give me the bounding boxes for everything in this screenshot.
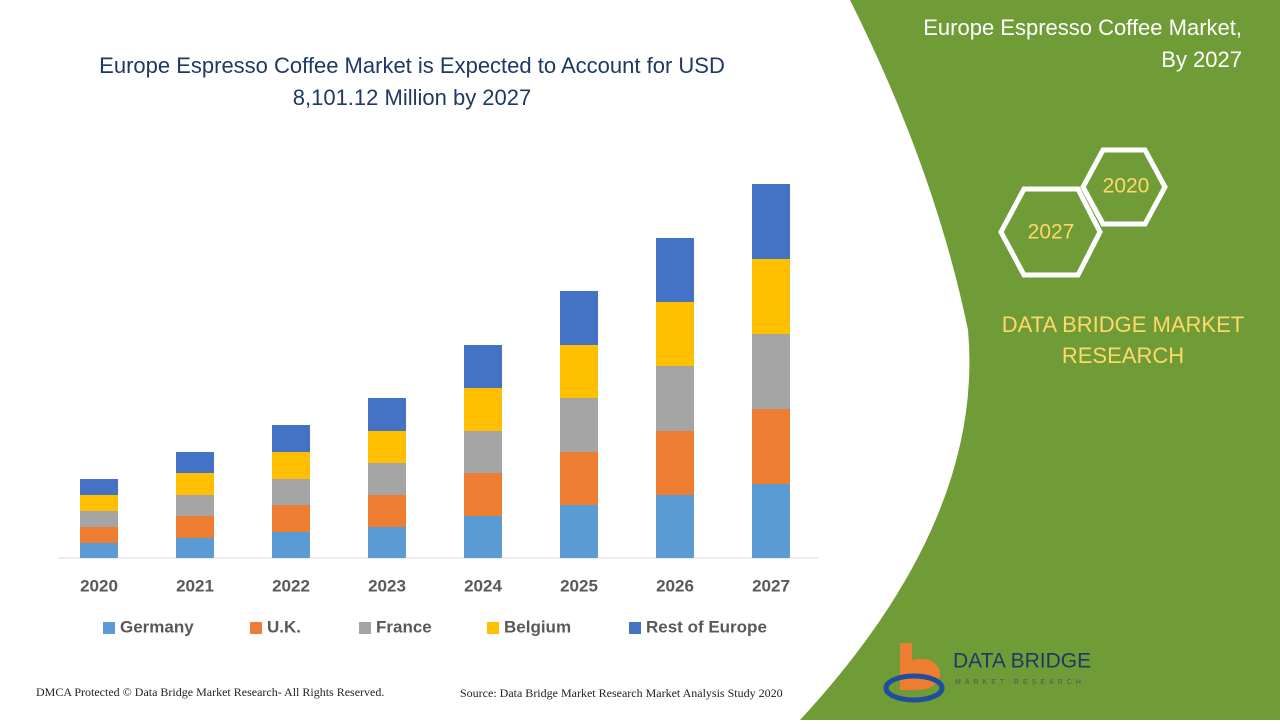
hexagon xyxy=(1080,147,1168,227)
bar-segment xyxy=(464,473,502,516)
legend-label: Rest of Europe xyxy=(646,617,767,636)
bar-segment xyxy=(368,463,406,495)
bar-segment xyxy=(272,532,310,558)
bar-segment xyxy=(80,527,118,543)
bar-segment xyxy=(752,409,790,484)
bar-segment xyxy=(176,538,214,558)
legend-swatch xyxy=(359,622,371,634)
bar-segment xyxy=(80,479,118,495)
bar-segment xyxy=(656,302,694,366)
bar-segment xyxy=(464,516,502,558)
bar-segment xyxy=(368,398,406,431)
x-tick-label: 2026 xyxy=(656,576,694,595)
logo: DATA BRIDGE MARKET RESEARCH xyxy=(883,643,1091,703)
logo-swoosh xyxy=(883,673,945,703)
bar-segment xyxy=(176,495,214,516)
bar-segment xyxy=(368,527,406,558)
bar-segment xyxy=(176,516,214,538)
legend-swatch xyxy=(250,622,262,634)
bar-segment xyxy=(656,495,694,558)
legend-label: U.K. xyxy=(267,617,301,636)
footer-left: DMCA Protected © Data Bridge Market Rese… xyxy=(36,685,384,699)
legend-label: Germany xyxy=(120,617,194,636)
x-tick-label: 2024 xyxy=(464,576,502,595)
brand-text: RESEARCH xyxy=(1062,343,1184,368)
chart-title: 8,101.12 Million by 2027 xyxy=(293,85,532,110)
bar-segment xyxy=(176,452,214,473)
bar-segment xyxy=(80,511,118,527)
bar-segment xyxy=(368,495,406,527)
bar-segment xyxy=(272,505,310,532)
bar-segment xyxy=(176,473,214,495)
bar-segment xyxy=(464,431,502,473)
bar-segment xyxy=(80,495,118,511)
bar-segment xyxy=(368,431,406,463)
chart-title: Europe Espresso Coffee Market is Expecte… xyxy=(99,53,725,78)
legend-swatch xyxy=(629,622,641,634)
plot: 2020 2021 2022 2023 2024 2025 2026 2027 Germany U… xyxy=(80,184,790,636)
logo-sub: MARKET RESEARCH xyxy=(955,679,1085,686)
bar-segment xyxy=(560,505,598,558)
bar-segment xyxy=(464,345,502,388)
legend-label: France xyxy=(376,617,432,636)
bar-segment xyxy=(656,238,694,302)
x-tick-label: 2021 xyxy=(176,576,214,595)
bar-segment xyxy=(464,388,502,431)
bar-segment xyxy=(272,452,310,479)
bar-segment xyxy=(752,334,790,409)
footer-right: Source: Data Bridge Market Research Mark… xyxy=(460,686,783,700)
logo-name: DATA BRIDGE xyxy=(953,650,1091,673)
x-tick-label: 2022 xyxy=(272,576,310,595)
hexagon-label: 2020 xyxy=(1103,175,1150,198)
bar-segment xyxy=(560,452,598,505)
x-tick-label: 2023 xyxy=(368,576,406,595)
hexagon-label: 2027 xyxy=(1028,221,1075,244)
bar-segment xyxy=(560,291,598,345)
x-tick-label: 2020 xyxy=(80,576,118,595)
side-title: By 2027 xyxy=(1161,47,1242,72)
bar-segment xyxy=(656,366,694,431)
legend-swatch xyxy=(487,622,499,634)
bar-segment xyxy=(272,425,310,452)
side-title: Europe Espresso Coffee Market, xyxy=(923,15,1242,40)
bar-segment xyxy=(560,398,598,452)
bar-segment xyxy=(752,259,790,334)
bar-segment xyxy=(752,484,790,558)
bar-segment xyxy=(80,543,118,558)
hexagon xyxy=(998,186,1103,278)
legend-swatch xyxy=(103,622,115,634)
bar-segment xyxy=(560,345,598,398)
bar-segment xyxy=(656,431,694,495)
x-tick-label: 2027 xyxy=(752,576,790,595)
x-tick-label: 2025 xyxy=(560,576,598,595)
bar-segment xyxy=(272,479,310,505)
brand-text: DATA BRIDGE MARKET xyxy=(1002,312,1244,337)
legend-label: Belgium xyxy=(504,617,571,636)
bar-segment xyxy=(752,184,790,259)
